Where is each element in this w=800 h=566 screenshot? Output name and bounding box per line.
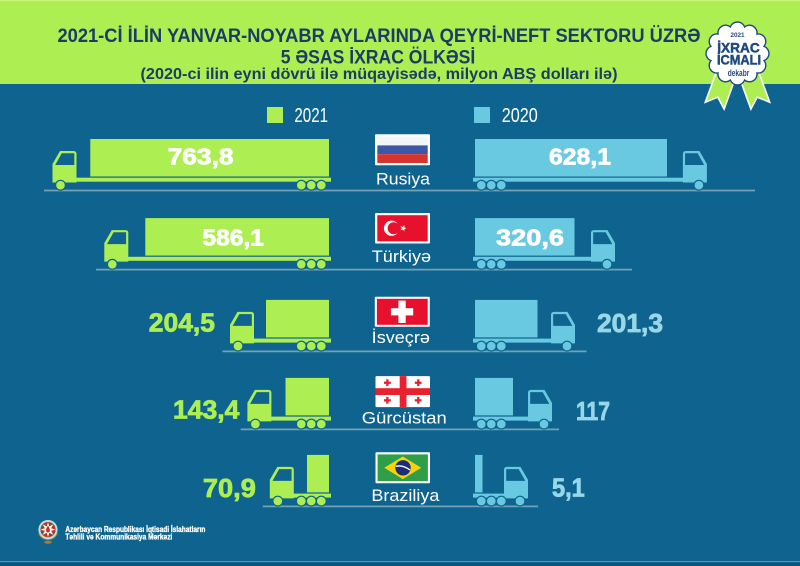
svg-text:İXRAC: İXRAC <box>717 40 760 56</box>
svg-text:117: 117 <box>576 396 610 426</box>
svg-text:201,3: 201,3 <box>597 308 663 338</box>
svg-text:2021-Cİ İLİN YANVAR-NOYABR AYL: 2021-Cİ İLİN YANVAR-NOYABR AYLARINDA QEY… <box>58 26 701 47</box>
svg-text:586,1: 586,1 <box>202 225 264 251</box>
svg-text:70,9: 70,9 <box>203 473 256 503</box>
svg-text:763,8: 763,8 <box>168 143 234 169</box>
svg-text:İCMALI: İCMALI <box>717 52 761 68</box>
svg-text:143,4: 143,4 <box>173 395 240 425</box>
svg-text:Təhlili və Kommunikasiya Mərkə: Təhlili və Kommunikasiya Mərkəzi <box>65 531 172 541</box>
svg-text:2021: 2021 <box>731 32 745 39</box>
svg-text:(2020-ci ilin eyni dövrü ilə m: (2020-ci ilin eyni dövrü ilə müqayisədə,… <box>141 66 618 83</box>
svg-text:5,1: 5,1 <box>552 472 585 502</box>
svg-text:İsveçrə: İsveçrə <box>372 328 430 347</box>
svg-text:Rusiya: Rusiya <box>376 169 430 188</box>
svg-text:dekabr: dekabr <box>728 68 750 78</box>
svg-text:204,5: 204,5 <box>149 307 215 337</box>
svg-text:2020: 2020 <box>502 105 538 127</box>
svg-text:Azərbaycan Respublikası İqtisa: Azərbaycan Respublikası İqtisadi İslahat… <box>65 524 205 534</box>
svg-text:628,1: 628,1 <box>549 143 611 169</box>
svg-text:Türkiyə: Türkiyə <box>372 247 431 266</box>
svg-text:320,6: 320,6 <box>496 224 564 250</box>
svg-text:5 ƏSAS İXRAC ÖLKƏSİ: 5 ƏSAS İXRAC ÖLKƏSİ <box>281 48 476 69</box>
svg-text:2021: 2021 <box>294 105 328 127</box>
svg-text:Gürcüstan: Gürcüstan <box>362 409 447 428</box>
svg-text:Braziliya: Braziliya <box>371 486 440 505</box>
